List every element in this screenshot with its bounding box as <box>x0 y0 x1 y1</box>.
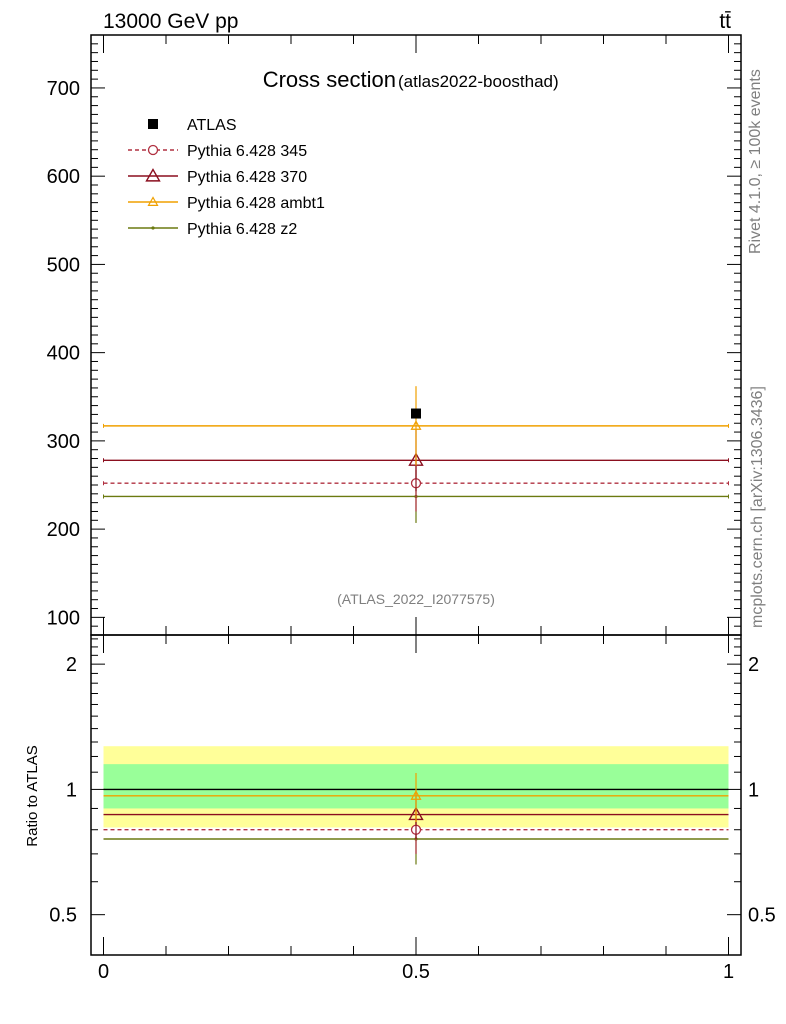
ratio-panel: 0.5 0.51 12 2 0 0.5 1 Ratio to ATLAS <box>24 35 776 983</box>
main-series <box>103 386 729 523</box>
side-mcplots: mcplots.cern.ch [arXiv:1306.3436] <box>749 386 766 628</box>
y-tick-label: 100 <box>47 607 80 629</box>
y-tick-label: 500 <box>47 254 80 276</box>
legend-marker-atlas <box>148 119 158 129</box>
marker-triangle <box>410 420 422 430</box>
header-left: 13000 GeV pp <box>103 10 238 33</box>
marker-circle <box>147 144 159 156</box>
ratio-ylabel: Ratio to ATLAS <box>24 745 41 846</box>
ratio-frame <box>90 634 742 956</box>
ratio-tick-label-left: 2 <box>66 654 77 676</box>
ratio-tick-label-left: 1 <box>66 779 77 801</box>
marker-triangle <box>410 790 422 800</box>
ratio-series-2 <box>103 773 729 822</box>
ratio-tick-label-left: 0.5 <box>49 905 77 927</box>
header-right: tt̄ <box>719 10 731 33</box>
y-tick-label: 200 <box>47 519 80 541</box>
legend-label: Pythia 6.428 z2 <box>187 221 297 238</box>
x-tick-label: 1 <box>723 961 734 983</box>
marker-triangle <box>145 168 161 182</box>
data-point-atlas <box>411 408 421 419</box>
legend-label: Pythia 6.428 ambt1 <box>187 195 325 212</box>
legend-label-atlas: ATLAS <box>187 117 237 134</box>
x-tick-label: 0.5 <box>402 961 430 983</box>
ratio-tick-label-right: 0.5 <box>748 905 776 927</box>
chart-title: Cross section <box>263 67 396 92</box>
series-2 <box>103 386 729 466</box>
main-y-ticks: 100 200 300 400 500 600 700 <box>47 34 741 629</box>
marker-dot <box>151 226 155 230</box>
x-ticks: 0 0.5 1 <box>98 35 734 983</box>
x-tick-label: 0 <box>98 961 109 983</box>
y-tick-label: 300 <box>47 431 80 453</box>
main-panel: 100 200 300 400 500 600 700 Cross section (atl… <box>47 34 742 636</box>
y-tick-label: 400 <box>47 343 80 365</box>
side-rivet: Rivet 4.1.0, ≥ 100k events <box>747 69 764 254</box>
marker-triangle <box>147 196 159 206</box>
legend-label: Pythia 6.428 370 <box>187 169 307 186</box>
y-tick-label: 600 <box>47 166 80 188</box>
y-tick-label: 700 <box>47 78 80 100</box>
legend-label: Pythia 6.428 345 <box>187 143 307 160</box>
ratio-tick-label-right: 1 <box>748 779 759 801</box>
legend: ATLAS Pythia 6.428 345 Pythia 6.428 370 Pyt… <box>128 117 325 238</box>
ratio-series <box>103 773 729 865</box>
analysis-label: (ATLAS_2022_I2077575) <box>337 591 495 607</box>
chart-subtitle: (atlas2022-boosthad) <box>398 72 559 91</box>
ratio-tick-label-right: 2 <box>748 654 759 676</box>
